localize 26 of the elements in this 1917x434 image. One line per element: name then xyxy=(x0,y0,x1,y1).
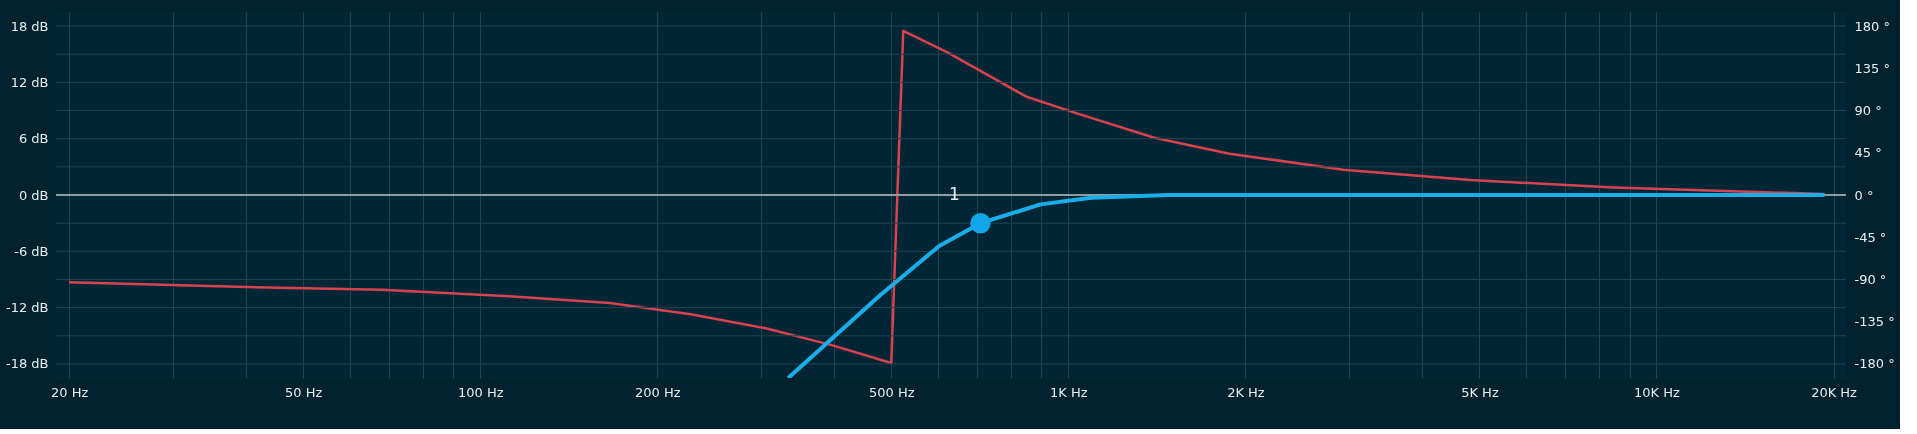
y2-tick-label: 45 ° xyxy=(1854,145,1882,161)
y2-tick-label: 180 ° xyxy=(1854,18,1890,34)
y-tick-label: -12 dB xyxy=(5,300,49,316)
y2-tick-label: -90 ° xyxy=(1854,271,1887,287)
x-tick-label: 500 Hz xyxy=(869,384,915,400)
y-tick-label: 18 dB xyxy=(10,18,49,34)
y2-tick-label: -180 ° xyxy=(1854,356,1895,372)
x-tick-label: 100 Hz xyxy=(457,384,504,400)
x-tick-label: 2K Hz xyxy=(1227,384,1265,400)
y2-tick-label: 0 ° xyxy=(1854,187,1874,203)
y-tick-label: 0 dB xyxy=(18,187,49,203)
y-tick-label: -18 dB xyxy=(5,356,49,372)
y2-tick-label: -135 ° xyxy=(1854,314,1895,330)
x-tick-label: 5K Hz xyxy=(1461,384,1499,400)
x-tick-label: 10K Hz xyxy=(1634,384,1681,400)
y2-tick-label: -45 ° xyxy=(1854,229,1887,245)
y-tick-label: 12 dB xyxy=(10,74,49,90)
x-tick-label: 50 Hz xyxy=(285,384,323,400)
y-tick-label: -6 dB xyxy=(14,243,49,259)
y2-tick-label: 135 ° xyxy=(1854,60,1890,76)
x-tick-label: 20 Hz xyxy=(50,384,89,400)
y-tick-label: 6 dB xyxy=(18,131,49,147)
y2-tick-label: 90 ° xyxy=(1854,103,1882,119)
x-tick-label: 200 Hz xyxy=(634,384,681,400)
x-tick-label: 20K Hz xyxy=(1811,384,1858,400)
x-tick-label: 1K Hz xyxy=(1050,384,1088,400)
